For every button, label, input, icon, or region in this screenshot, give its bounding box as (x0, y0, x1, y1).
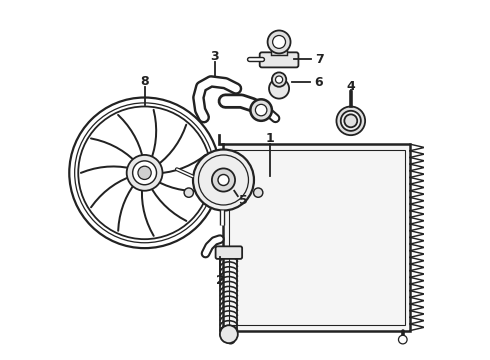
Circle shape (253, 188, 263, 197)
Circle shape (193, 149, 254, 211)
Bar (223, 144, 410, 330)
FancyBboxPatch shape (260, 52, 298, 67)
Circle shape (220, 325, 238, 343)
Bar (271, 47, 287, 55)
Circle shape (398, 335, 407, 344)
Circle shape (218, 175, 229, 185)
Text: 7: 7 (315, 53, 324, 66)
Circle shape (275, 76, 283, 83)
Circle shape (184, 188, 194, 197)
Circle shape (255, 104, 267, 116)
Text: 3: 3 (210, 50, 219, 63)
Circle shape (272, 72, 286, 87)
Circle shape (226, 335, 235, 344)
Text: 6: 6 (314, 76, 323, 89)
Circle shape (268, 31, 291, 53)
Text: 8: 8 (140, 75, 149, 88)
FancyBboxPatch shape (216, 246, 242, 259)
Circle shape (272, 36, 286, 48)
Circle shape (212, 168, 235, 192)
Circle shape (344, 114, 357, 127)
Circle shape (341, 111, 361, 131)
Bar (229, 149, 405, 325)
Text: 1: 1 (266, 132, 274, 145)
Text: 2: 2 (216, 274, 224, 287)
Circle shape (127, 155, 163, 191)
Circle shape (69, 98, 220, 248)
Circle shape (133, 161, 156, 185)
Circle shape (250, 99, 272, 121)
Circle shape (138, 166, 151, 180)
Text: 5: 5 (239, 194, 247, 207)
Circle shape (337, 107, 365, 135)
Text: 4: 4 (346, 80, 355, 93)
Circle shape (269, 78, 289, 99)
